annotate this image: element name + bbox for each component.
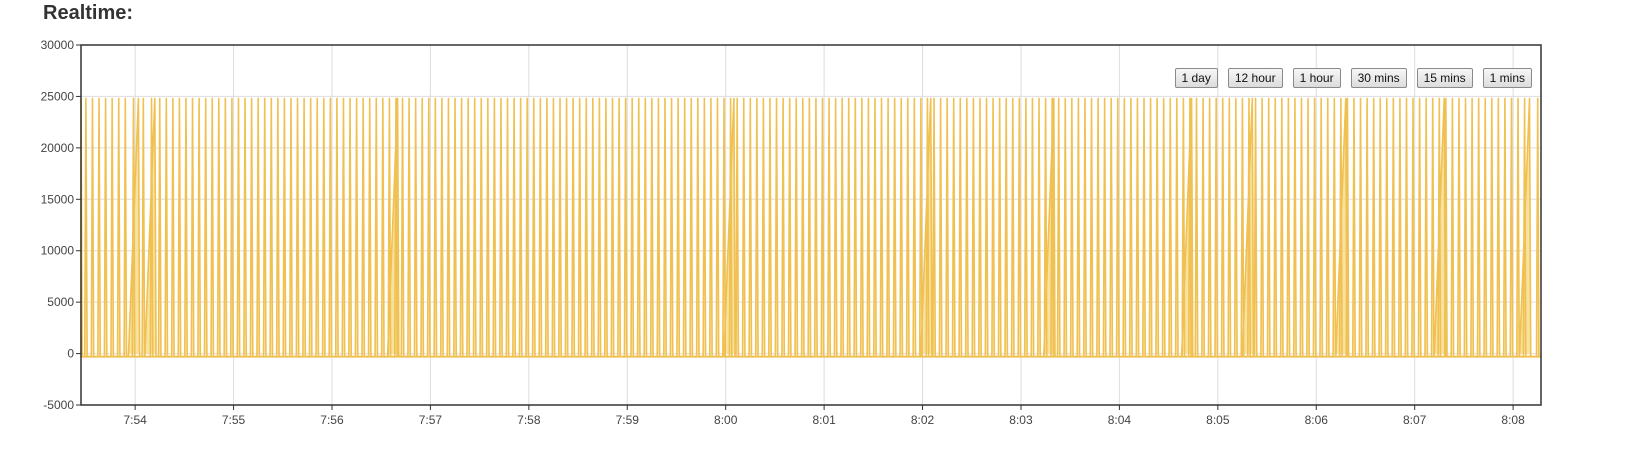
range-button-15-mins[interactable]: 15 mins xyxy=(1416,68,1473,88)
y-tick-label: 30000 xyxy=(41,38,75,52)
x-tick-label: 8:03 xyxy=(1009,413,1033,427)
x-tick-label: 8:07 xyxy=(1403,413,1427,427)
y-axis: -5000 0 5000 10000 15000 20000 25000 30000 xyxy=(41,38,81,412)
range-button-30-mins[interactable]: 30 mins xyxy=(1350,68,1407,88)
range-button-1-hour[interactable]: 1 hour xyxy=(1292,68,1341,88)
series-spikes-line xyxy=(80,97,1540,357)
y-tick-label: 10000 xyxy=(41,244,75,258)
x-tick-label: 8:00 xyxy=(714,413,738,427)
y-tick-label: 25000 xyxy=(41,89,75,103)
range-button-1-day[interactable]: 1 day xyxy=(1174,68,1218,88)
y-tick-label: 5000 xyxy=(47,295,74,309)
x-tick-label: 7:55 xyxy=(222,413,246,427)
x-tick-label: 8:06 xyxy=(1305,413,1329,427)
plot-frame xyxy=(80,44,1542,406)
y-tick-label: 0 xyxy=(67,347,74,361)
y-tick-label: 20000 xyxy=(41,141,75,155)
series-line xyxy=(80,97,1541,358)
x-tick-label: 7:59 xyxy=(616,413,640,427)
x-tick-label: 8:01 xyxy=(812,413,836,427)
x-axis: 7:54 7:55 7:56 7:57 7:58 7:59 8:00 8:01 8:02 8:03… xyxy=(123,405,1525,427)
x-tick-label: 8:04 xyxy=(1108,413,1132,427)
range-button-group: 1 day 12 hour 1 hour 30 mins 15 mins 1 m… xyxy=(1174,68,1532,88)
y-tick-label: 15000 xyxy=(41,192,75,206)
y-tick-label: -5000 xyxy=(43,398,74,412)
x-tick-label: 7:58 xyxy=(517,413,541,427)
x-tick-label: 8:02 xyxy=(911,413,935,427)
x-tick-label: 8:08 xyxy=(1501,413,1525,427)
page-title: Realtime: xyxy=(43,2,134,24)
x-tick-label: 7:54 xyxy=(123,413,147,427)
range-button-12-hour[interactable]: 12 hour xyxy=(1227,68,1283,88)
x-tick-label: 7:56 xyxy=(320,413,344,427)
range-button-1-mins[interactable]: 1 mins xyxy=(1482,68,1532,88)
x-tick-label: 8:05 xyxy=(1206,413,1230,427)
x-tick-label: 7:57 xyxy=(419,413,443,427)
